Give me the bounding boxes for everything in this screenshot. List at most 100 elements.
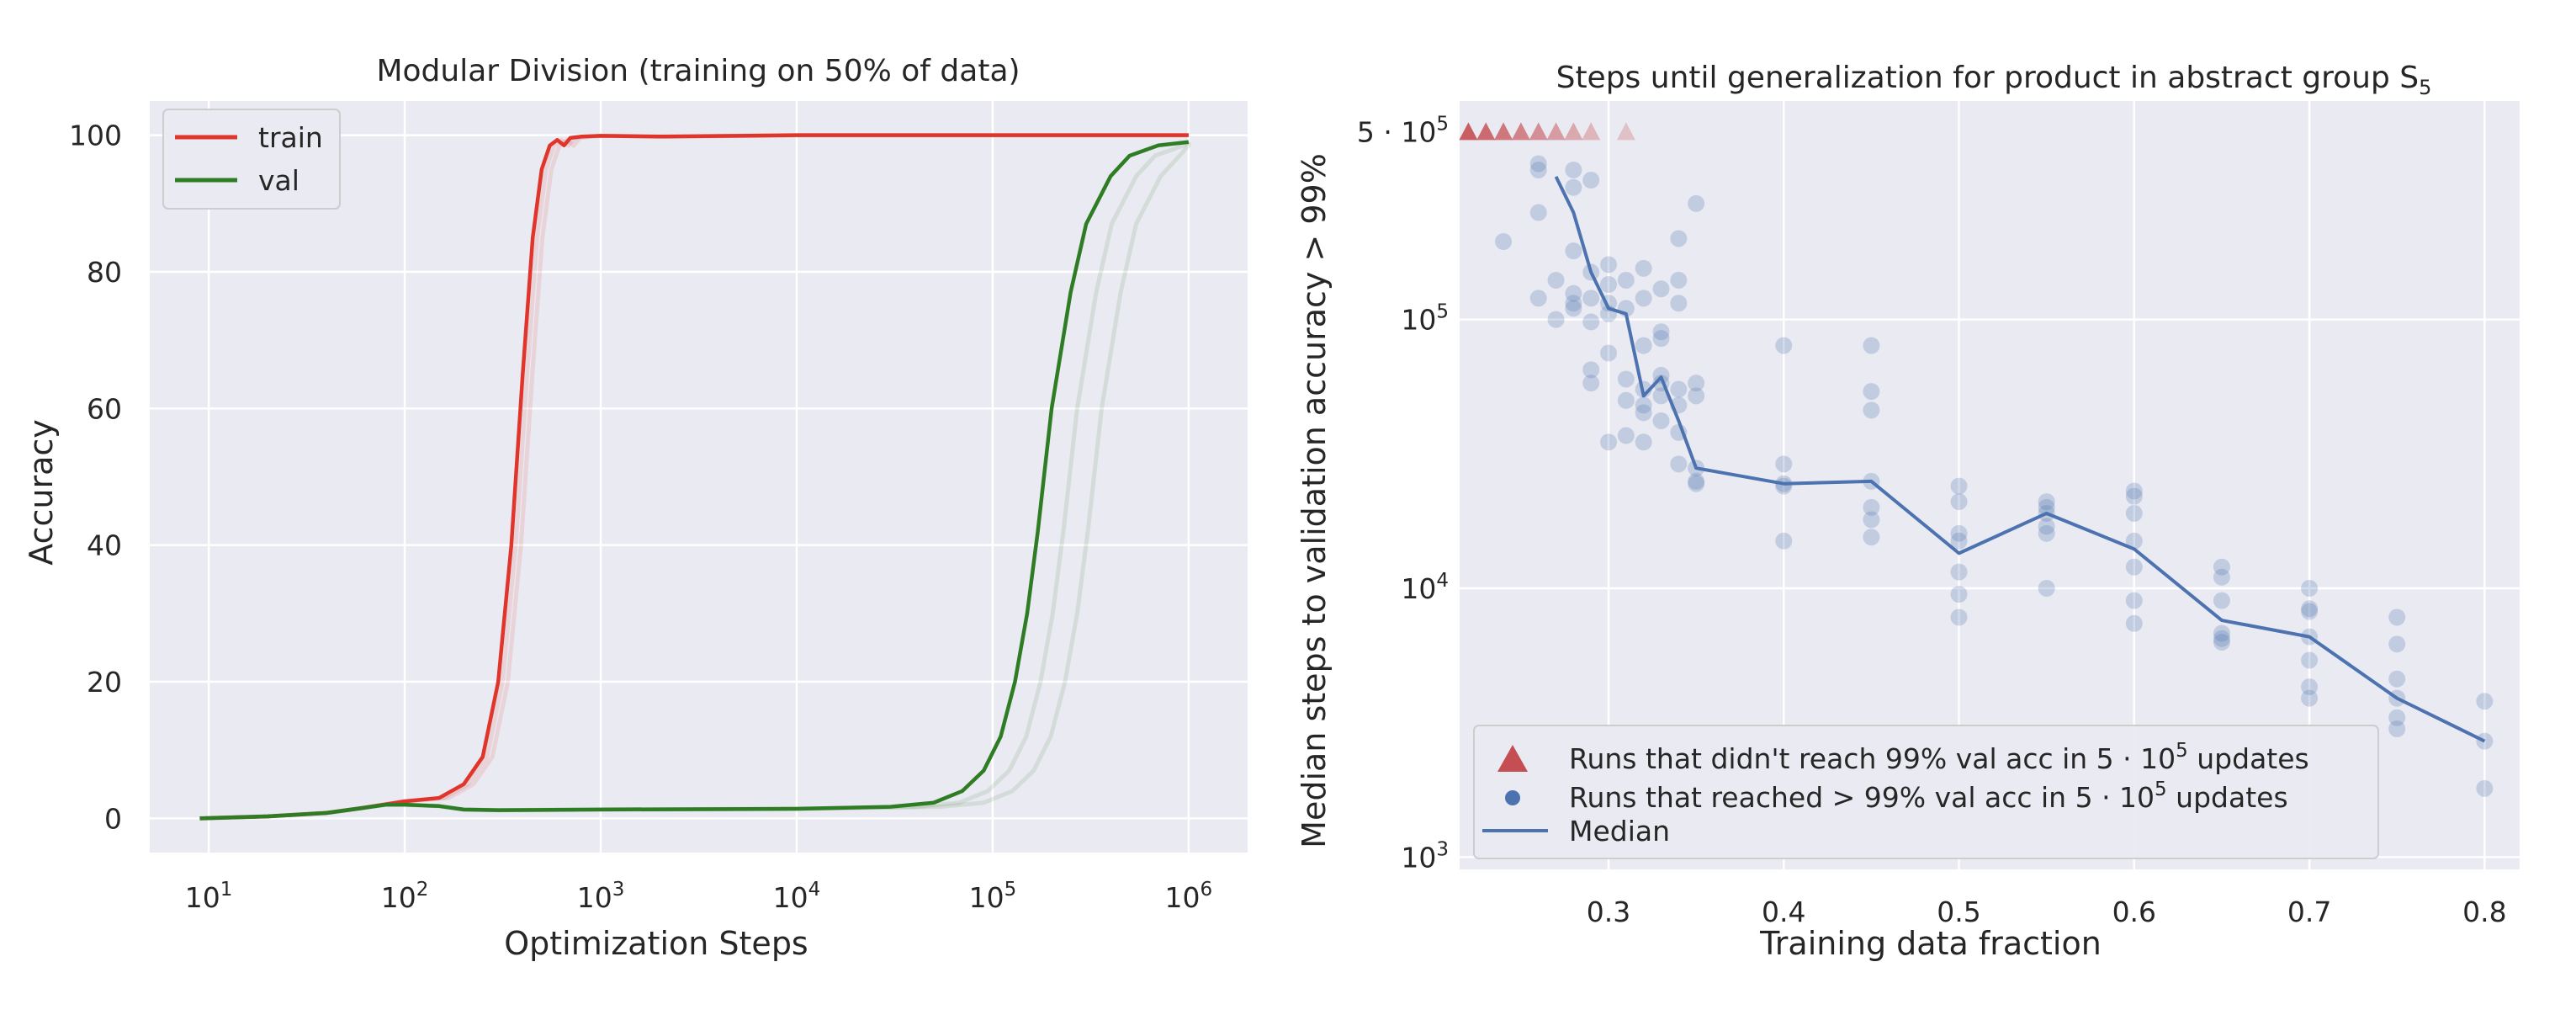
run-point: [1670, 230, 1688, 247]
run-point: [1863, 511, 1880, 529]
run-point: [2388, 608, 2406, 626]
run-point: [1529, 155, 1547, 173]
y-tick-label: 5 · 105: [1357, 113, 1449, 148]
run-point: [2388, 670, 2406, 688]
run-point: [2301, 580, 2319, 598]
y-tick-label: 40: [87, 529, 122, 562]
x-axis-label-right: Training data fraction: [1759, 925, 2102, 962]
x-tick-label: 0.3: [1587, 895, 1630, 928]
run-point: [2213, 558, 2230, 576]
run-point: [1529, 161, 1547, 178]
y-tick-exp: 5: [1436, 113, 1449, 135]
run-point: [1775, 455, 1793, 473]
y-tick-exp: 5: [1436, 301, 1449, 323]
run-point: [1688, 375, 1705, 392]
run-point: [2301, 651, 2319, 669]
y-tick-base: 10: [1401, 572, 1436, 605]
not-reached-markers: [1459, 122, 1635, 141]
run-point: [1950, 563, 1968, 581]
run-point: [1600, 276, 1618, 294]
legend-label-val: val: [258, 164, 299, 197]
not-reached-marker: [1546, 122, 1566, 141]
legend-label-reached-exp: 5: [2155, 779, 2167, 800]
x-tick-base: 10: [773, 881, 808, 914]
run-point: [1547, 311, 1565, 328]
x-tick-label: 101: [185, 879, 233, 914]
x-tick-label: 0.4: [1762, 895, 1805, 928]
run-point: [1688, 387, 1705, 405]
y-tick-label: 20: [87, 666, 122, 699]
legend-box-left: [162, 109, 341, 210]
run-point: [1863, 383, 1880, 401]
run-point: [1950, 586, 1968, 603]
x-tick-exp: 2: [416, 879, 429, 901]
run-point: [1600, 256, 1618, 274]
x-tick-label: 0.7: [2287, 895, 2331, 928]
run-point: [1950, 608, 1968, 626]
x-tick-label: 106: [1165, 879, 1213, 914]
run-point: [1582, 290, 1600, 307]
run-point: [2213, 624, 2230, 642]
run-point: [2213, 568, 2230, 586]
run-point: [1617, 370, 1635, 388]
run-point: [2301, 678, 2319, 696]
run-point: [1688, 472, 1705, 490]
run-point: [2301, 600, 2319, 618]
x-tick-label: 104: [773, 879, 821, 914]
x-tick-label: 105: [969, 879, 1017, 914]
y-tick-label: 105: [1401, 301, 1449, 337]
run-point: [2388, 635, 2406, 653]
run-point: [1863, 529, 1880, 546]
y-tick-base: 10: [1401, 841, 1436, 874]
legend-left: train val: [162, 109, 341, 210]
x-tick-base: 10: [969, 881, 1004, 914]
run-point: [2213, 634, 2230, 651]
run-point: [1652, 330, 1670, 348]
y-tick-label: 0: [104, 802, 122, 835]
chart-title-left: Modular Division (training on 50% of dat…: [376, 54, 1020, 88]
run-point: [1617, 427, 1635, 444]
run-point: [1600, 433, 1618, 451]
series-lines-left: [199, 133, 1191, 821]
legend-label-train: train: [258, 121, 323, 154]
x-tick-label: 0.8: [2462, 895, 2506, 928]
series-val: [199, 140, 1190, 821]
run-point: [1950, 477, 1968, 495]
not-reached-marker: [1459, 122, 1478, 141]
x-tick-exp: 3: [612, 879, 625, 901]
not-reached-marker: [1564, 122, 1583, 141]
run-point: [1582, 361, 1600, 379]
run-point: [1950, 493, 1968, 511]
run-point: [1670, 295, 1688, 312]
run-point: [1529, 204, 1547, 221]
run-point: [1582, 313, 1600, 331]
run-point: [1565, 242, 1582, 260]
legend-label-not-reached-suffix: updates: [2188, 742, 2309, 775]
y-tick-prefix: 5 ·: [1357, 115, 1401, 148]
run-point: [2476, 779, 2494, 797]
x-ticks-left: 101 102 103 104 105 106: [185, 879, 1212, 914]
run-point: [2213, 592, 2230, 609]
run-point: [1775, 477, 1793, 495]
run-point: [1565, 178, 1582, 196]
x-tick-base: 10: [381, 881, 416, 914]
run-point: [1565, 161, 1582, 178]
run-point: [2125, 532, 2143, 550]
run-point: [1652, 280, 1670, 298]
not-reached-marker: [1476, 122, 1496, 141]
x-tick-label: 103: [577, 879, 625, 914]
x-tick-base: 10: [1165, 881, 1201, 914]
not-reached-marker: [1616, 122, 1635, 141]
run-point: [1617, 271, 1635, 289]
legend-label-median: Median: [1569, 815, 1670, 848]
run-point: [1635, 404, 1652, 422]
run-point: [1547, 271, 1565, 289]
x-tick-label: 102: [381, 879, 429, 914]
run-point: [1863, 401, 1880, 419]
run-point: [1652, 323, 1670, 341]
plot-area-left: [150, 101, 1248, 853]
not-reached-marker: [1582, 122, 1601, 141]
not-reached-marker: [1511, 122, 1530, 141]
x-ticks-right: 0.3 0.4 0.5 0.6 0.7 0.8: [1587, 895, 2507, 928]
